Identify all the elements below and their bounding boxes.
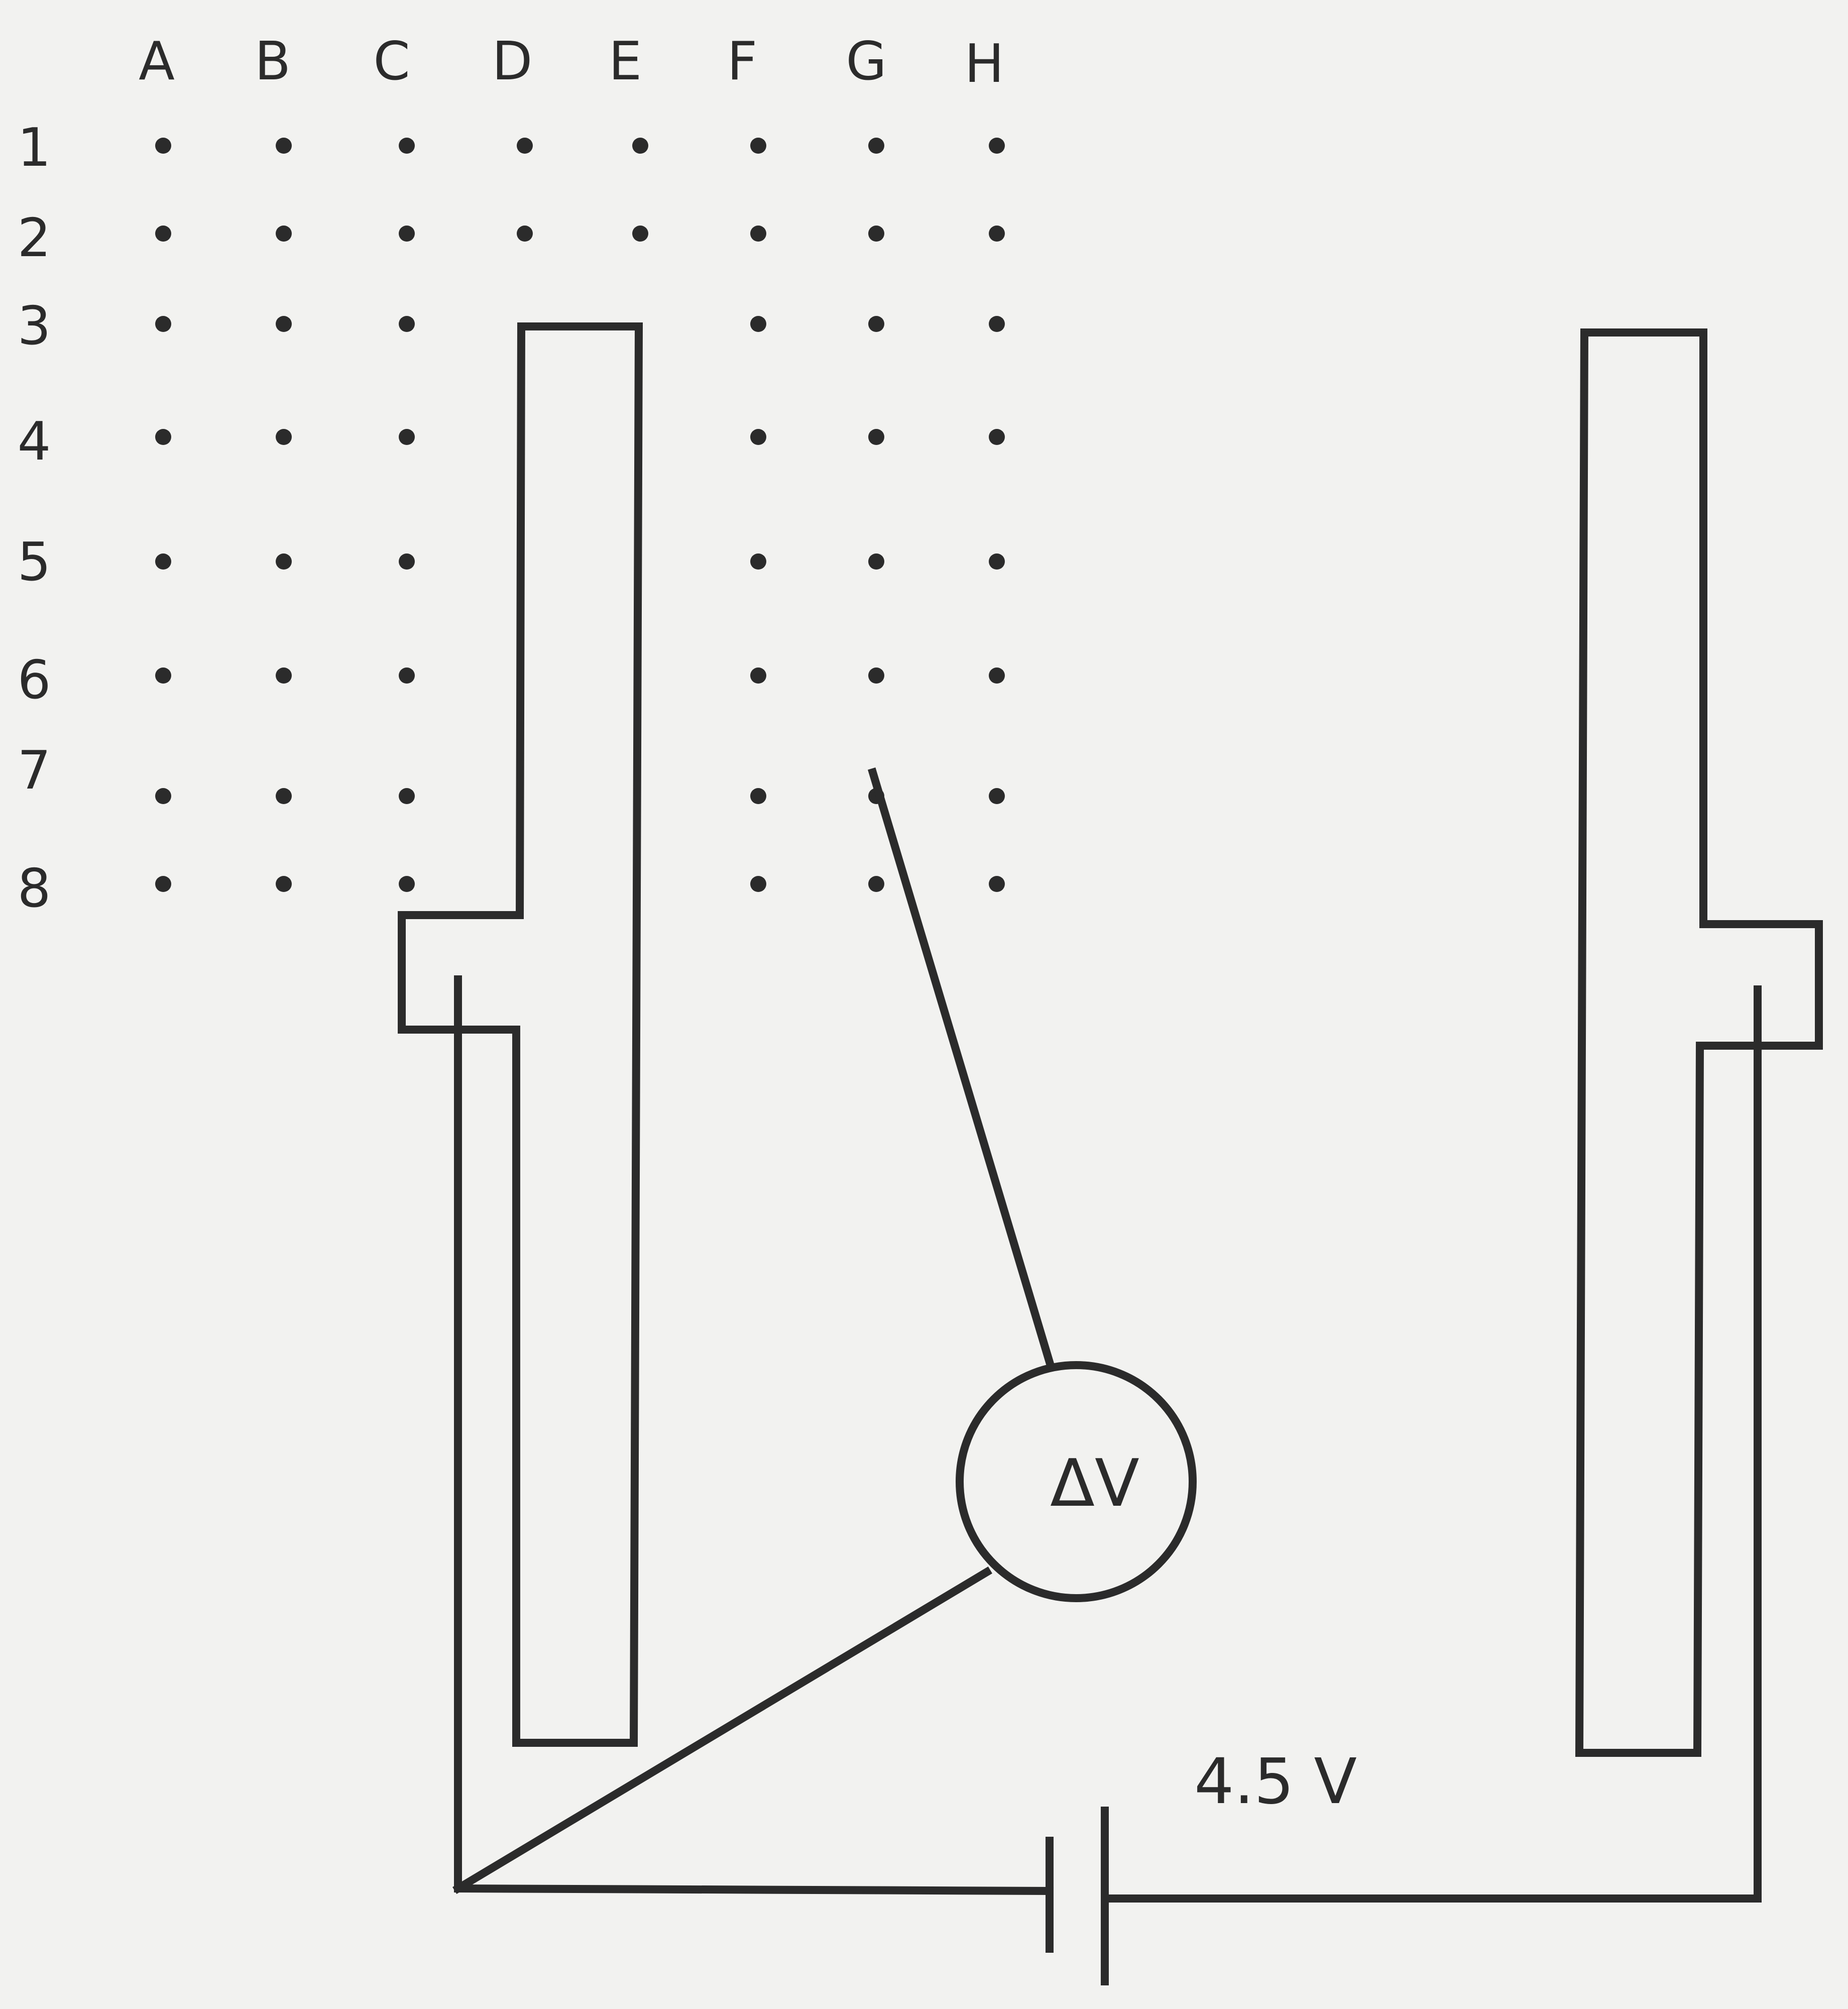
column-label-d: D <box>492 31 533 92</box>
probe-point-grid <box>155 138 1005 892</box>
grid-point-a3 <box>155 316 171 332</box>
row-label-5: 5 <box>18 531 51 593</box>
grid-point-g6 <box>868 667 884 684</box>
grid-point-h5 <box>989 553 1005 570</box>
grid-point-a1 <box>155 138 171 154</box>
grid-point-a8 <box>155 876 171 892</box>
grid-point-h4 <box>989 429 1005 445</box>
row-label-7: 7 <box>18 740 51 801</box>
grid-point-h3 <box>989 316 1005 332</box>
column-label-e: E <box>609 31 642 92</box>
grid-point-f6 <box>750 667 766 684</box>
grid-point-e2 <box>632 226 648 242</box>
grid-point-f1 <box>750 138 766 154</box>
grid-point-g3 <box>868 316 884 332</box>
row-label-2: 2 <box>18 207 51 269</box>
right-electrode-plate <box>1575 328 1823 1757</box>
voltmeter-symbol: ΔV <box>1050 1445 1139 1521</box>
grid-point-e1 <box>632 138 648 154</box>
grid-point-h2 <box>989 226 1005 242</box>
grid-point-a2 <box>155 226 171 242</box>
column-labels: A B C D E F G H <box>139 31 1004 94</box>
grid-point-c1 <box>399 138 415 154</box>
grid-point-h6 <box>989 667 1005 684</box>
grid-point-b3 <box>276 316 292 332</box>
grid-point-h8 <box>989 876 1005 892</box>
grid-point-d2 <box>517 226 533 242</box>
grid-point-a4 <box>155 429 171 445</box>
grid-point-g4 <box>868 429 884 445</box>
column-label-c: C <box>373 31 410 92</box>
left-connection-wire <box>454 975 1054 1895</box>
column-label-h: H <box>965 33 1004 94</box>
grid-point-c8 <box>399 876 415 892</box>
grid-point-g8 <box>868 876 884 892</box>
battery-voltage-label: 4.5 V <box>1194 1745 1357 1818</box>
grid-point-b4 <box>276 429 292 445</box>
grid-point-f7 <box>750 788 766 804</box>
voltmeter-ground-wire <box>452 1567 992 1894</box>
voltmeter-circle <box>956 1361 1197 1602</box>
grid-point-c7 <box>399 788 415 804</box>
row-label-3: 3 <box>18 295 51 357</box>
voltmeter-probe-wire <box>868 767 1055 1367</box>
column-label-g: G <box>846 31 886 92</box>
grid-point-b1 <box>276 138 292 154</box>
grid-point-h1 <box>989 138 1005 154</box>
column-label-f: F <box>727 31 757 92</box>
right-connection-wire <box>1101 985 1762 1903</box>
grid-point-h7 <box>989 788 1005 804</box>
row-label-6: 6 <box>18 649 51 711</box>
grid-point-c5 <box>399 553 415 570</box>
grid-point-g2 <box>868 226 884 242</box>
grid-point-f8 <box>750 876 766 892</box>
grid-point-f5 <box>750 553 766 570</box>
grid-point-a7 <box>155 788 171 804</box>
grid-point-c6 <box>399 667 415 684</box>
grid-point-a6 <box>155 667 171 684</box>
left-electrode-plate <box>398 322 643 1747</box>
grid-point-b6 <box>276 667 292 684</box>
grid-point-f4 <box>750 429 766 445</box>
grid-point-c2 <box>399 226 415 242</box>
column-label-a: A <box>139 31 175 92</box>
column-label-b: B <box>255 31 291 92</box>
row-label-1: 1 <box>18 117 51 178</box>
grid-point-g1 <box>868 138 884 154</box>
grid-point-b7 <box>276 788 292 804</box>
battery: 4.5 V <box>1046 1745 1357 1985</box>
grid-point-d1 <box>517 138 533 154</box>
grid-point-f2 <box>750 226 766 242</box>
grid-point-c3 <box>399 316 415 332</box>
grid-point-a5 <box>155 553 171 570</box>
grid-point-b2 <box>276 226 292 242</box>
row-label-4: 4 <box>18 411 51 472</box>
grid-point-b5 <box>276 553 292 570</box>
grid-point-c4 <box>399 429 415 445</box>
grid-point-f3 <box>750 316 766 332</box>
row-label-8: 8 <box>18 858 51 919</box>
grid-point-g5 <box>868 553 884 570</box>
row-labels: 1 2 3 4 5 6 7 8 <box>18 117 51 919</box>
voltmeter: ΔV <box>452 767 1197 1894</box>
grid-point-b8 <box>276 876 292 892</box>
